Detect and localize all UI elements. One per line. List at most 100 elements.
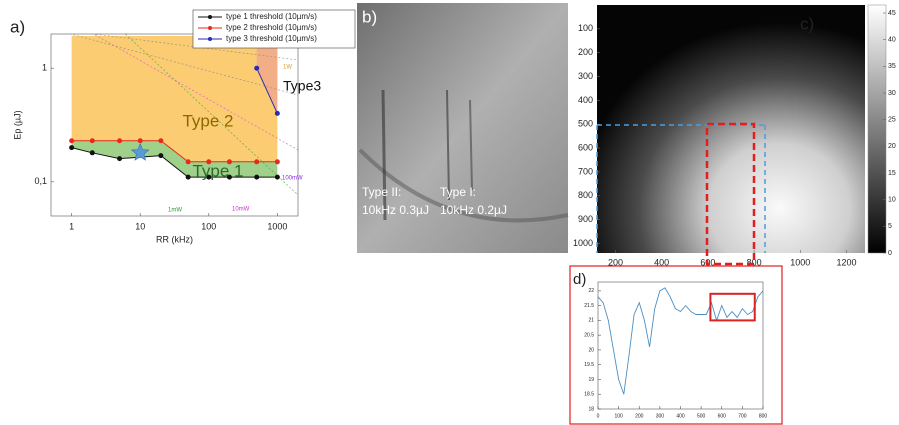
annotation: Type 1: [192, 161, 243, 180]
point: [137, 138, 143, 144]
panel-label: c): [800, 14, 814, 33]
point: [206, 174, 212, 180]
image-text: Type I:: [440, 185, 476, 199]
x-tick-label: 200: [635, 413, 644, 419]
x-tick-label: 0: [597, 413, 600, 419]
annotation: Type 2: [182, 111, 233, 130]
y-tick-label: 21.5: [584, 303, 594, 309]
x-tick-label: 700: [738, 413, 747, 419]
point: [274, 174, 280, 180]
x-tick-label: 1000: [790, 257, 810, 267]
x-tick-label: 500: [697, 413, 706, 419]
series-line: [71, 140, 278, 163]
y-tick-label: 19: [588, 377, 594, 383]
plot-area: [69, 34, 298, 196]
y-tick-label: 300: [578, 71, 593, 81]
highlight-box: [705, 122, 756, 266]
x-axis-label: RR (kHz): [156, 234, 193, 244]
x-tick-label: 800: [759, 413, 768, 419]
legend-dot: [208, 26, 212, 30]
legend-dot: [208, 15, 212, 19]
y-tick-label: 600: [578, 142, 593, 152]
x-tick-label: 600: [718, 413, 727, 419]
point: [274, 110, 280, 116]
colorbar-tick-label: 45: [888, 10, 896, 17]
annotation: 1mW: [168, 208, 182, 214]
colorbar-tick-label: 40: [888, 37, 896, 44]
legend-dot: [208, 37, 212, 41]
annotation: 100mW: [282, 176, 303, 182]
highlight-box: [709, 292, 756, 322]
y-tick-label: 700: [578, 166, 593, 176]
point: [185, 174, 191, 180]
colorbar-tick-label: 20: [888, 143, 896, 150]
y-tick-label: 21: [588, 318, 594, 324]
y-tick-label: 400: [578, 95, 593, 105]
point: [89, 150, 95, 156]
y-tick-label: 20.5: [584, 332, 594, 338]
point: [117, 156, 123, 162]
series-line: [256, 67, 278, 114]
point: [89, 138, 95, 144]
plot-area: [598, 287, 763, 395]
type2-region: [71, 36, 278, 162]
point: [254, 159, 260, 165]
type3-region: [256, 36, 278, 114]
x-tick-label: 100: [201, 221, 216, 231]
colorbar-tick-label: 0: [888, 250, 892, 257]
annotation: 1W: [283, 65, 292, 71]
x-tick-label: 800: [747, 257, 762, 267]
point: [69, 145, 75, 151]
panel-label: d): [573, 271, 586, 288]
y-tick-label: 18: [588, 406, 594, 412]
y-tick-label: 1000: [573, 238, 593, 248]
x-tick-label: 10: [135, 221, 145, 231]
image-feature: [469, 99, 473, 191]
y-tick-label: 1: [42, 63, 47, 73]
point: [117, 138, 123, 144]
colorbar-tick-label: 10: [888, 197, 896, 204]
panel-frame: [569, 265, 783, 425]
legend-label: type 1 threshold (10µm/s): [226, 12, 317, 21]
colorbar-tick-label: 15: [888, 170, 896, 177]
point: [254, 174, 260, 180]
legend-label: type 3 threshold (10µm/s): [226, 34, 317, 43]
image-text: Type II:: [362, 185, 401, 199]
point: [158, 138, 164, 144]
x-tick-label: 1000: [267, 221, 287, 231]
y-tick-label: 800: [578, 190, 593, 200]
point: [185, 159, 191, 165]
power-line: [92, 34, 298, 151]
image-text: 10kHz 0.3µJ: [362, 203, 429, 217]
x-tick-label: 200: [608, 257, 623, 267]
colorbar-tick-label: 5: [888, 223, 892, 230]
legend-box: [192, 9, 356, 49]
heatmap-image: [597, 5, 865, 253]
image-feature: [381, 89, 387, 221]
x-tick-label: 300: [656, 413, 665, 419]
y-tick-label: 500: [578, 119, 593, 129]
y-tick-label: 22: [588, 288, 594, 294]
y-tick-label: 100: [578, 23, 593, 33]
type1-region: [71, 140, 278, 178]
y-tick-label: 18.5: [584, 392, 594, 398]
y-tick-label: 20: [588, 347, 594, 353]
x-tick-label: 400: [654, 257, 669, 267]
panel-label: b): [362, 7, 377, 26]
x-tick-label: 1: [69, 221, 74, 231]
point: [226, 174, 232, 180]
colorbar: [867, 4, 887, 254]
point: [206, 159, 212, 165]
power-line: [69, 34, 298, 96]
x-tick-label: 100: [614, 413, 623, 419]
x-tick-label: 400: [676, 413, 685, 419]
colorbar-tick-label: 35: [888, 63, 896, 70]
y-tick-label: 19.5: [584, 362, 594, 368]
y-tick-label: 200: [578, 47, 593, 57]
panel-label: a): [10, 17, 25, 36]
point: [226, 159, 232, 165]
y-tick-label: 900: [578, 214, 593, 224]
image-text: 10kHz 0.2µJ: [440, 203, 507, 217]
annotation: 10mW: [232, 207, 250, 213]
